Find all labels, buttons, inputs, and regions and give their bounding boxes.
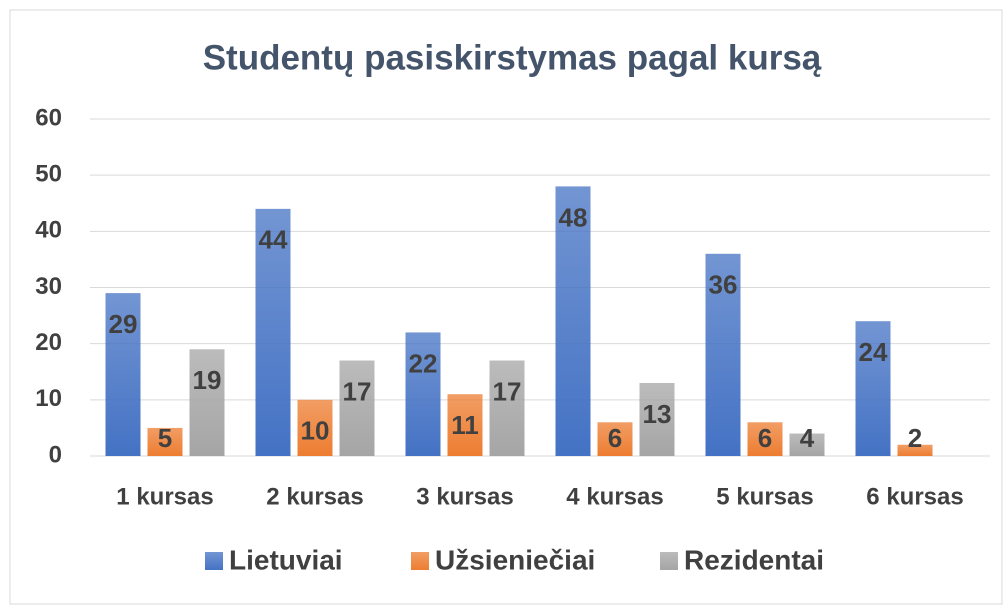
bar (297, 399, 333, 456)
bar (705, 253, 741, 456)
data-label: 10 (301, 416, 330, 446)
x-tick-label: 6 kursas (866, 483, 963, 510)
bar (489, 360, 525, 456)
data-label: 48 (559, 202, 588, 232)
bar (897, 444, 933, 456)
chart-title: Studentų pasiskirstymas pagal kursą (203, 38, 822, 77)
data-label: 22 (409, 348, 438, 378)
legend-label: Rezidentai (684, 544, 824, 575)
data-label: 36 (709, 270, 738, 300)
chart-border (9, 9, 1003, 605)
y-tick-label: 10 (35, 385, 62, 412)
y-tick-label: 0 (49, 441, 62, 468)
data-label: 44 (259, 225, 288, 255)
data-label: 29 (109, 309, 138, 339)
data-label: 17 (343, 376, 372, 406)
data-label: 6 (608, 423, 622, 453)
data-label: 19 (193, 365, 222, 395)
bar (147, 427, 183, 456)
bar (639, 382, 675, 456)
y-tick-label: 60 (35, 104, 62, 131)
legend-swatch (411, 552, 429, 570)
legend-label: Lietuviai (229, 544, 343, 575)
legend-swatch (660, 552, 678, 570)
legend-label: Užsieniečiai (435, 544, 595, 575)
y-tick-label: 50 (35, 161, 62, 188)
data-label: 6 (758, 423, 772, 453)
data-label: 13 (643, 399, 672, 429)
bar (789, 433, 825, 456)
data-label: 2 (908, 423, 922, 453)
x-tick-label: 4 kursas (566, 483, 663, 510)
bar (597, 422, 633, 456)
bar (105, 293, 141, 456)
bar (555, 186, 591, 456)
bar (339, 360, 375, 456)
x-tick-label: 1 kursas (116, 483, 213, 510)
y-tick-label: 30 (35, 273, 62, 300)
legend-swatch (205, 552, 223, 570)
data-label: 11 (451, 410, 479, 440)
y-tick-label: 20 (35, 329, 62, 356)
bar (447, 394, 483, 456)
bar (189, 349, 225, 456)
data-label: 24 (859, 337, 888, 367)
data-label: 4 (800, 423, 815, 453)
bar (255, 208, 291, 456)
x-tick-label: 2 kursas (266, 483, 363, 510)
bar (747, 422, 783, 456)
x-tick-label: 3 kursas (416, 483, 513, 510)
x-tick-label: 5 kursas (716, 483, 813, 510)
data-label: 17 (493, 376, 522, 406)
data-label: 5 (158, 423, 172, 453)
bar (405, 332, 441, 456)
y-tick-label: 40 (35, 217, 62, 244)
bar (855, 321, 891, 456)
